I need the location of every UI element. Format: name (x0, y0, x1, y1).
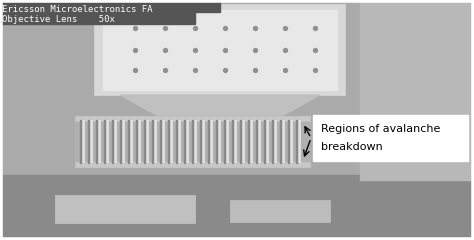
Bar (136, 120, 141, 163)
Bar (216, 120, 217, 163)
Bar (256, 120, 261, 163)
Bar (112, 120, 113, 163)
Bar (128, 120, 133, 163)
Bar (248, 120, 253, 163)
Bar (184, 120, 185, 163)
Bar (240, 120, 241, 163)
Bar (200, 120, 201, 163)
Bar (120, 120, 121, 163)
Bar (75, 162, 310, 167)
Bar (208, 120, 209, 163)
Bar (75, 116, 310, 121)
Text: breakdown: breakdown (321, 142, 383, 152)
Bar (248, 120, 249, 163)
Text: Ericsson Microelectronics FA: Ericsson Microelectronics FA (2, 5, 153, 13)
Bar (88, 120, 89, 163)
Bar (184, 120, 189, 163)
Bar (152, 120, 157, 163)
Bar (152, 120, 153, 163)
Bar (0, 175, 474, 240)
Bar (264, 120, 269, 163)
Bar (232, 120, 233, 163)
Polygon shape (120, 95, 320, 120)
Bar (224, 120, 225, 163)
Bar (240, 120, 245, 163)
Bar (80, 120, 81, 163)
Bar (288, 120, 289, 163)
Bar (104, 120, 109, 163)
Bar (288, 120, 293, 163)
Bar (0, 0, 220, 12)
Bar (96, 120, 101, 163)
Bar (176, 120, 181, 163)
Text: Regions of avalanche: Regions of avalanche (321, 124, 440, 134)
Bar (360, 0, 474, 180)
Bar (103, 10, 337, 90)
Bar (168, 120, 169, 163)
Bar (224, 120, 229, 163)
Bar (296, 120, 297, 163)
Bar (95, 5, 345, 95)
Bar (96, 120, 97, 163)
Bar (208, 120, 213, 163)
Bar (75, 116, 310, 167)
Bar (272, 120, 273, 163)
Bar (280, 120, 281, 163)
Bar (136, 120, 137, 163)
Bar (232, 120, 237, 163)
Bar (272, 120, 277, 163)
Bar (216, 120, 221, 163)
Bar (104, 120, 105, 163)
Bar (176, 120, 177, 163)
Bar (144, 120, 145, 163)
Bar (256, 120, 257, 163)
Bar (200, 120, 205, 163)
Bar (296, 120, 301, 163)
Bar (313, 115, 468, 161)
Bar (160, 120, 161, 163)
Text: Objective Lens    50x: Objective Lens 50x (2, 16, 115, 24)
Bar (0, 12, 195, 24)
Bar (160, 120, 165, 163)
Bar (112, 120, 117, 163)
Bar (88, 120, 93, 163)
Bar (264, 120, 265, 163)
Bar (280, 120, 285, 163)
Bar (230, 200, 330, 222)
Bar (144, 120, 149, 163)
Bar (128, 120, 129, 163)
Bar (168, 120, 173, 163)
Bar (55, 195, 195, 223)
Bar (192, 120, 197, 163)
Bar (192, 120, 193, 163)
Bar (120, 120, 125, 163)
Bar (80, 120, 85, 163)
